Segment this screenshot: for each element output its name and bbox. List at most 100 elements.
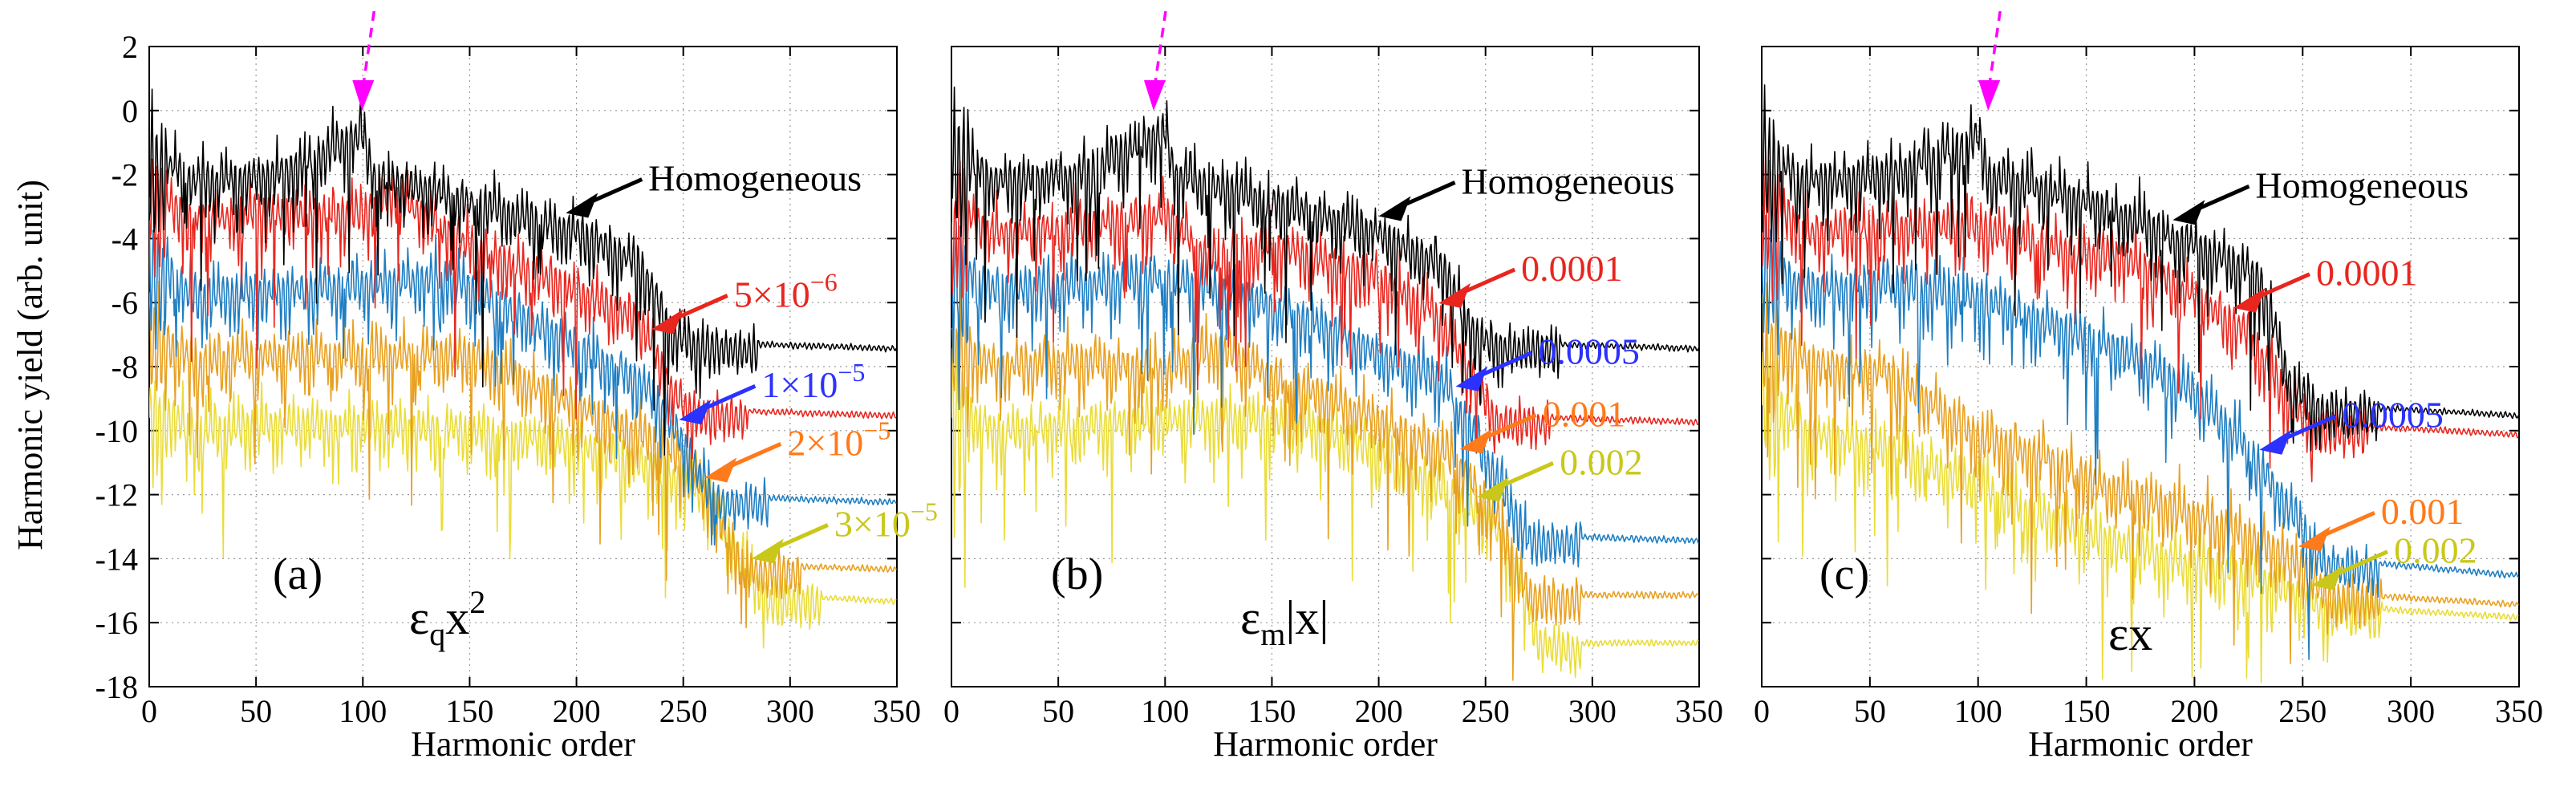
annotation-label: 0.0005 [2342, 395, 2444, 436]
annotation-arrowhead [1438, 282, 1471, 308]
series-line-homogeneous [1762, 84, 2519, 452]
x-tick-label: 150 [1247, 693, 1296, 729]
annotation-arrowhead [651, 309, 684, 335]
series-annotation: 3×10−5 [751, 497, 938, 564]
annotation-arrowhead [2259, 429, 2292, 455]
y-tick-label: -6 [112, 285, 138, 321]
annotation-arrowhead [2233, 287, 2266, 313]
series-line-0-001 [1762, 282, 2519, 664]
potential-label: εx [2108, 607, 2152, 660]
x-tick-label: 350 [873, 693, 921, 729]
annotation-label: 0.0001 [1521, 248, 1623, 289]
panel-label: (b) [1051, 550, 1103, 599]
series-annotation: Homogeneous [1378, 160, 1675, 221]
x-tick-label: 50 [240, 693, 272, 729]
series-annotation: 0.0001 [2233, 253, 2418, 313]
series-line-0-002 [951, 335, 1699, 679]
series-annotation: 0.002 [2311, 530, 2477, 590]
annotation-label: 0.0001 [2316, 253, 2418, 294]
series-annotation: 2×10−5 [704, 416, 890, 483]
x-tick-label: 150 [2063, 693, 2111, 729]
series-line-0-0005 [1762, 209, 2519, 660]
annotation-label: 2×10−5 [787, 416, 890, 463]
series-line-homogeneous [951, 86, 1699, 405]
x-axis-label: Harmonic order [411, 724, 635, 764]
y-tick-label: 2 [122, 29, 138, 65]
annotation-label: Homogeneous [648, 157, 862, 198]
series-annotation: 5×10−6 [651, 267, 838, 335]
annotation-label: 5×10−6 [734, 267, 838, 314]
y-tick-label: 0 [122, 93, 138, 129]
series-annotation: Homogeneous [2172, 164, 2468, 225]
annotation-arrowhead [1477, 477, 1510, 502]
annotation-label: 0.002 [1560, 441, 1643, 482]
series-annotation: Homogeneous [566, 157, 862, 218]
y-tick-label: -2 [112, 157, 138, 193]
y-tick-label: -4 [112, 221, 138, 257]
series-annotation: 0.0005 [2259, 395, 2444, 455]
x-tick-label: 300 [766, 693, 814, 729]
series-group [149, 88, 897, 649]
annotation-arrowhead [1455, 366, 1488, 391]
x-tick-label: 250 [2278, 693, 2327, 729]
x-tick-label: 50 [1042, 693, 1074, 729]
x-tick-label: 0 [1754, 693, 1770, 729]
series-annotation: 0.001 [2298, 491, 2464, 552]
potential-label: εqx2 [409, 584, 485, 652]
y-tick-label: -14 [95, 541, 138, 577]
series-line-0-0005 [951, 221, 1699, 568]
x-tick-label: 300 [1568, 693, 1617, 729]
series-annotation: 0.002 [1477, 441, 1643, 502]
peak-marker-line [1987, 10, 2002, 89]
annotation-arrowhead [1378, 196, 1411, 221]
annotation-arrowhead [2298, 526, 2331, 552]
annotation-arrowhead [2172, 200, 2205, 225]
panel-label: (a) [273, 550, 323, 599]
x-tick-label: 250 [659, 693, 708, 729]
annotation-label: Homogeneous [1462, 160, 1675, 201]
x-tick-label: 150 [445, 693, 493, 729]
x-tick-label: 0 [141, 693, 157, 729]
series-line-5-10-6 [149, 158, 897, 460]
series-line-0-001 [951, 282, 1699, 681]
x-tick-label: 250 [1462, 693, 1510, 729]
x-axis-label: Harmonic order [2028, 724, 2253, 764]
y-tick-label: -8 [112, 349, 138, 385]
x-tick-label: 100 [1954, 693, 2002, 729]
series-line-homogeneous [149, 88, 897, 456]
x-tick-label: 300 [2387, 693, 2435, 729]
peak-marker-line [361, 10, 376, 89]
x-tick-label: 200 [2170, 693, 2218, 729]
potential-label: εm|x| [1240, 591, 1329, 652]
annotation-label: 3×10−5 [834, 497, 938, 544]
series-annotation: 0.001 [1459, 394, 1626, 454]
panel-b: 0 50 100 150 200 250 300 350 Harmonic order (b) εm… [943, 10, 1723, 764]
x-tick-label: 100 [339, 693, 387, 729]
annotation-arrowhead [1459, 428, 1492, 454]
x-tick-label: 350 [2495, 693, 2543, 729]
annotation-arrowhead [566, 193, 598, 218]
x-tick-label: 200 [553, 693, 601, 729]
series-annotation: 1×10−5 [679, 358, 865, 425]
annotation-arrowhead [2311, 565, 2344, 590]
annotation-arrowhead [679, 400, 712, 425]
series-line-0-002 [1762, 327, 2519, 683]
annotation-arrowhead [704, 457, 737, 483]
peak-marker-arrowhead [1978, 80, 2001, 111]
x-tick-label: 100 [1141, 693, 1189, 729]
series-annotation: 0.0005 [1455, 331, 1640, 391]
peak-marker-line [1153, 10, 1167, 89]
annotation-label: 0.001 [1543, 394, 1626, 435]
x-tick-label: 0 [943, 693, 959, 729]
peak-marker-arrowhead [1143, 80, 1166, 111]
series-line-2-10-5 [149, 280, 897, 629]
y-tick-label: -12 [95, 477, 138, 513]
series-line-3-10-5 [149, 380, 897, 649]
annotation-label: 0.0005 [1538, 331, 1640, 372]
panel-c: 0 50 100 150 200 250 300 350 Harmonic order (c) εx… [1754, 10, 2543, 764]
annotation-label: Homogeneous [2255, 164, 2468, 205]
x-tick-label: 350 [1675, 693, 1723, 729]
series-group [951, 86, 1699, 681]
series-group [1762, 84, 2519, 683]
